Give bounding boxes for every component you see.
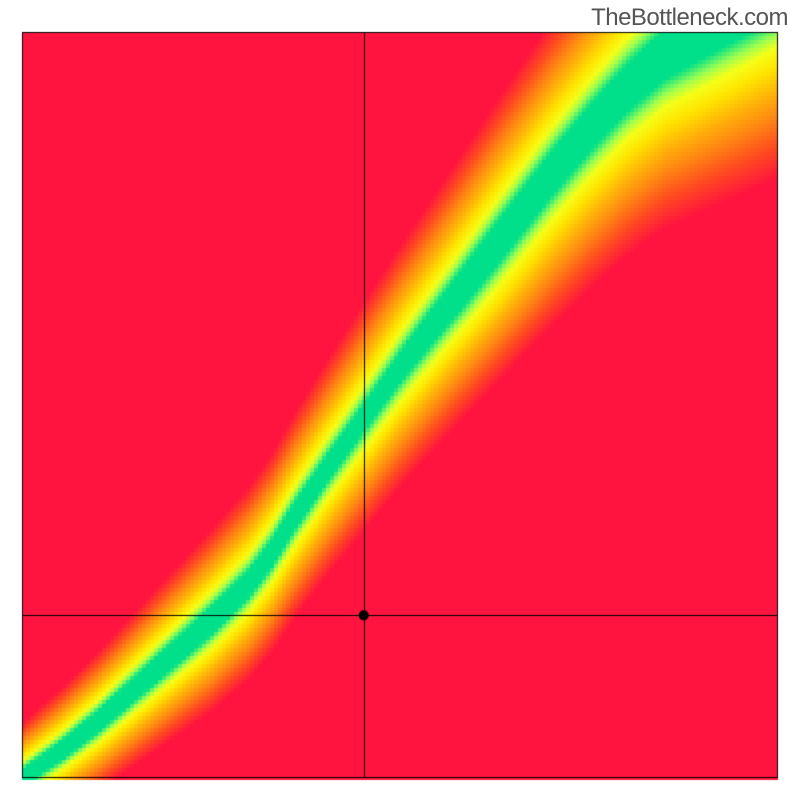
bottleneck-heatmap [0, 0, 800, 800]
watermark-text: TheBottleneck.com [591, 4, 788, 32]
chart-container: TheBottleneck.com [0, 0, 800, 800]
